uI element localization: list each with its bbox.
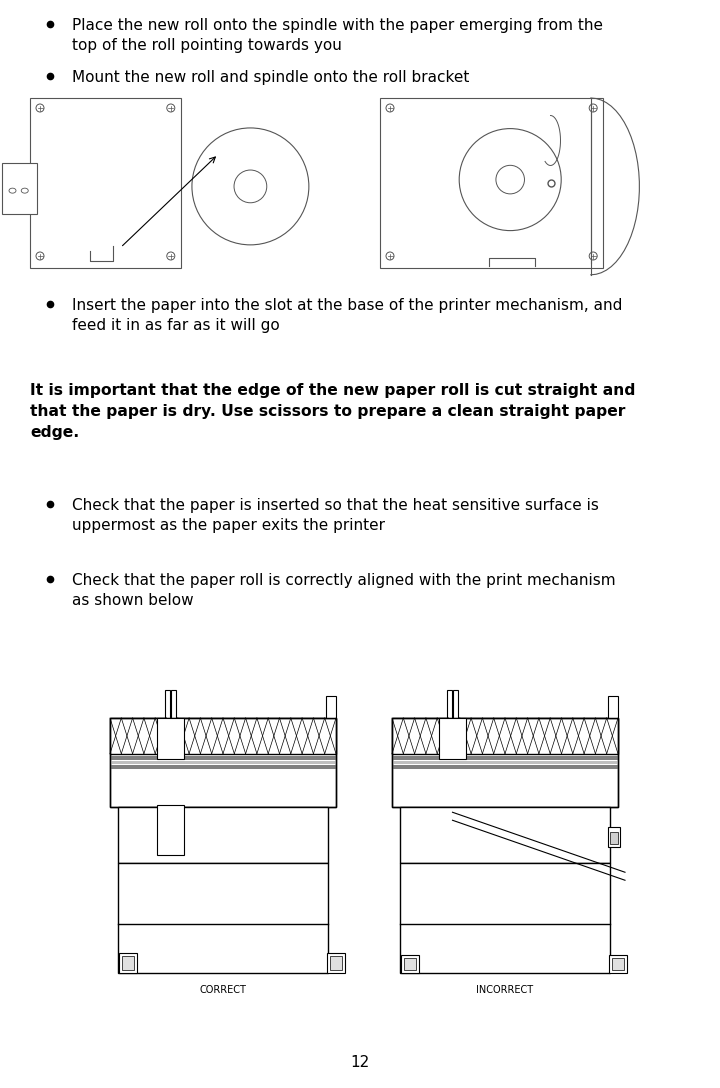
Bar [392,718,618,807]
Bar [171,690,176,718]
Bar [110,756,336,759]
Bar [392,765,618,769]
Bar [110,761,336,764]
Bar [326,696,336,718]
Bar [327,953,345,973]
Bar [392,756,618,759]
Bar [453,690,458,718]
Bar [330,956,342,970]
Bar [608,696,618,718]
Bar [110,718,336,754]
Bar [157,718,184,758]
Bar [404,959,416,970]
Bar [30,98,181,268]
Bar [612,959,624,970]
Bar [119,953,137,973]
Bar [610,831,618,843]
Bar [2,162,37,213]
Text: Insert the paper into the slot at the base of the printer mechanism, and
feed it: Insert the paper into the slot at the ba… [72,298,622,333]
Text: Mount the new roll and spindle onto the roll bracket: Mount the new roll and spindle onto the … [72,70,469,85]
Bar [447,690,452,718]
Bar [609,955,627,973]
Bar [118,864,328,973]
Bar [392,718,618,754]
Bar [122,956,134,970]
Text: 12: 12 [351,1055,369,1070]
Text: Check that the paper roll is correctly aligned with the print mechanism
as shown: Check that the paper roll is correctly a… [72,573,616,608]
Text: Check that the paper is inserted so that the heat sensitive surface is
uppermost: Check that the paper is inserted so that… [72,498,599,533]
Bar [439,718,466,758]
Bar [110,718,336,807]
Bar [157,805,184,855]
Bar [165,690,170,718]
Bar [392,718,618,807]
Bar [400,807,610,864]
Bar [118,807,328,864]
Bar [380,98,603,268]
Text: CORRECT: CORRECT [199,985,246,996]
Text: INCORRECT: INCORRECT [477,985,534,996]
Bar [400,864,610,973]
Text: Place the new roll onto the spindle with the paper emerging from the
top of the : Place the new roll onto the spindle with… [72,18,603,53]
Bar [608,827,620,846]
Bar [392,761,618,764]
Text: It is important that the edge of the new paper roll is cut straight and
that the: It is important that the edge of the new… [30,383,635,440]
Bar [110,718,336,807]
Bar [110,765,336,769]
Bar [401,955,419,973]
